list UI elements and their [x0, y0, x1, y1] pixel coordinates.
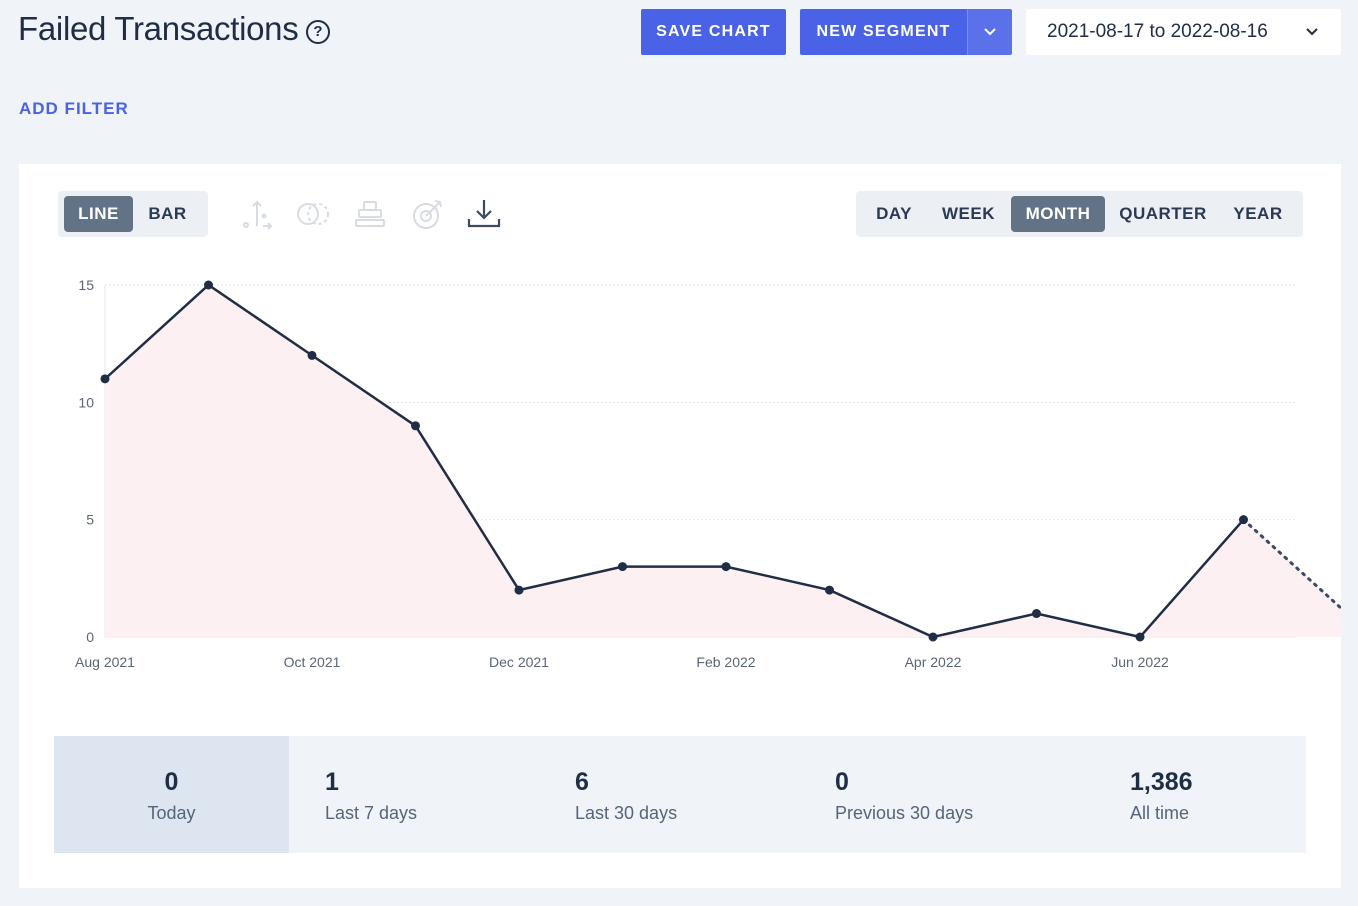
stat-value: 0: [164, 768, 179, 796]
y-tick-label: 0: [86, 629, 94, 645]
stat-label: Last 7 days: [325, 803, 418, 823]
data-point: [1135, 632, 1145, 642]
chart-type-line[interactable]: LINE: [64, 196, 133, 232]
x-tick-label: Jun 2022: [1111, 654, 1169, 670]
area-fill: [105, 285, 1341, 637]
new-segment-button[interactable]: NEW SEGMENT: [800, 9, 967, 55]
data-point: [825, 585, 834, 595]
y-tick-label: 10: [78, 394, 94, 410]
date-range-picker[interactable]: 2021-08-17 to 2022-08-16: [1026, 9, 1341, 55]
stat-previous-30-days[interactable]: 0 Previous 30 days: [799, 736, 1094, 853]
data-point: [928, 632, 938, 642]
x-tick-label: Dec 2021: [489, 654, 549, 670]
help-icon[interactable]: ?: [306, 20, 330, 44]
stat-last-7-days[interactable]: 1 Last 7 days: [289, 736, 539, 853]
data-point: [307, 350, 317, 360]
x-tick-label: Apr 2022: [905, 654, 962, 670]
x-tick-label: Oct 2021: [284, 654, 341, 670]
date-range-label: 2021-08-17 to 2022-08-16: [1047, 21, 1268, 42]
page-title: Failed Transactions: [18, 10, 299, 47]
compare-icon[interactable]: [295, 196, 331, 232]
data-point: [411, 421, 420, 431]
chart-card: LINE BAR DAY WEEK MONTH QUARTER YEAR: [19, 164, 1341, 888]
period-week[interactable]: WEEK: [942, 204, 995, 223]
period-month[interactable]: MONTH: [1011, 196, 1105, 232]
chart-type-bar[interactable]: BAR: [148, 204, 187, 223]
stat-label: Today: [147, 803, 196, 823]
stat-all-time[interactable]: 1,386 All time: [1094, 736, 1306, 853]
chart-type-toggle: LINE BAR: [58, 191, 208, 237]
add-filter-link[interactable]: ADD FILTER: [19, 99, 129, 118]
data-point: [514, 585, 524, 595]
x-tick-label: Feb 2022: [696, 654, 755, 670]
data-point: [618, 562, 627, 572]
stat-today[interactable]: 0 Today: [54, 736, 289, 853]
line-chart: 0 5 10 15 Aug 2021 Oct 2021 Dec 2021 Feb 2022 Ap…: [75, 277, 1341, 670]
data-point: [721, 562, 731, 572]
stat-value: 6: [575, 768, 589, 796]
stat-last-30-days[interactable]: 6 Last 30 days: [539, 736, 799, 853]
stat-value: 1,386: [1130, 768, 1193, 796]
series-line: [104, 283, 1245, 639]
stat-value: 1: [325, 768, 339, 796]
stat-label: Last 30 days: [575, 803, 678, 823]
stack-icon[interactable]: [352, 196, 388, 232]
data-point: [100, 374, 110, 384]
period-quarter[interactable]: QUARTER: [1119, 204, 1207, 223]
axis-icon[interactable]: [239, 196, 275, 232]
period-day[interactable]: DAY: [876, 204, 912, 223]
new-segment-dropdown-button[interactable]: [967, 9, 1012, 55]
stats-bar: 0 Today 1 Last 7 days 6 Last 30 days 0 Previous…: [54, 736, 1306, 853]
chevron-down-icon: [1306, 28, 1318, 36]
save-chart-button[interactable]: SAVE CHART: [641, 9, 786, 55]
data-point: [1239, 515, 1248, 525]
goal-icon[interactable]: [410, 196, 446, 232]
stat-value: 0: [835, 768, 849, 796]
chevron-down-icon: [984, 28, 996, 36]
period-year[interactable]: YEAR: [1233, 204, 1283, 223]
y-tick-label: 15: [78, 277, 94, 293]
series-line-partial: [1242, 518, 1341, 611]
stat-label: All time: [1130, 803, 1190, 823]
x-tick-label: Aug 2021: [75, 654, 135, 670]
data-point: [204, 280, 213, 290]
period-toggle: DAY WEEK MONTH QUARTER YEAR: [856, 191, 1303, 237]
stat-label: Previous 30 days: [835, 803, 974, 823]
y-tick-label: 5: [86, 512, 94, 528]
download-icon[interactable]: [466, 196, 502, 232]
data-point: [1032, 609, 1041, 619]
